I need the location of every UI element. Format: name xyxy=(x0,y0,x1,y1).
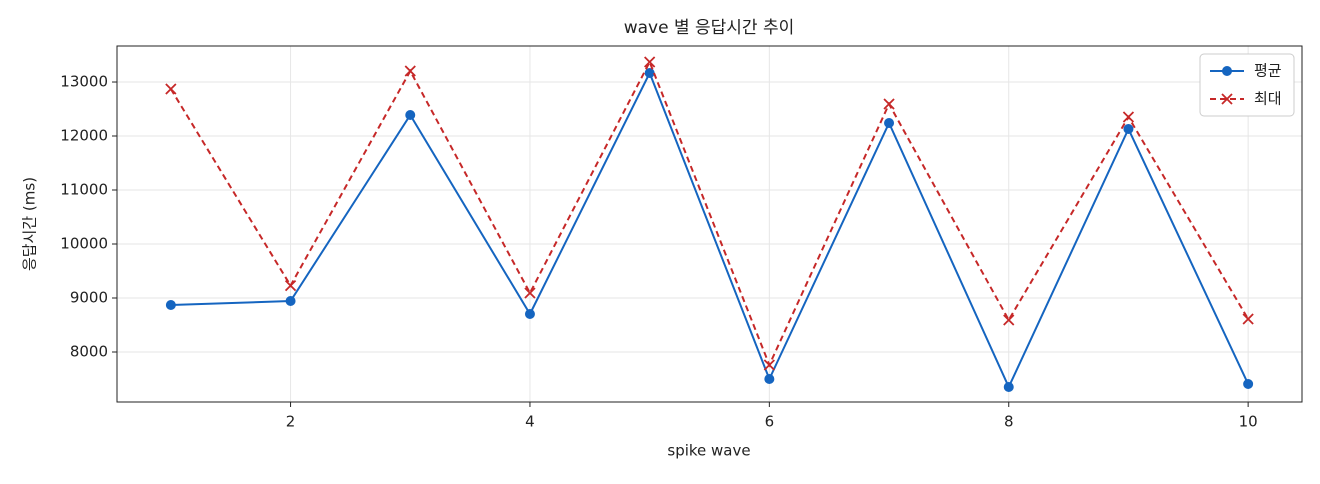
legend-label: 최대 xyxy=(1254,90,1282,108)
x-tick-label: 4 xyxy=(525,413,535,431)
data-point xyxy=(1242,313,1254,325)
data-point xyxy=(1123,123,1134,134)
y-tick-label: 9000 xyxy=(70,289,108,307)
y-tick-label: 8000 xyxy=(70,342,108,360)
data-point xyxy=(165,300,176,311)
legend-marker xyxy=(1222,66,1232,76)
x-tick-label: 8 xyxy=(1004,413,1014,431)
data-point xyxy=(1122,111,1135,123)
data-point xyxy=(1243,379,1254,390)
series-line xyxy=(170,59,1250,368)
legend-label: 평균 xyxy=(1254,62,1282,80)
x-axis-label: spike wave xyxy=(667,442,750,460)
data-point xyxy=(524,287,536,299)
data-point xyxy=(1003,314,1015,326)
data-point xyxy=(763,359,775,371)
y-tick-label: 13000 xyxy=(60,73,108,91)
data-point xyxy=(644,67,655,78)
x-tick-label: 2 xyxy=(286,413,296,431)
data-point xyxy=(404,65,416,77)
data-point xyxy=(884,117,895,128)
data-point xyxy=(405,110,416,121)
series-line xyxy=(170,70,1250,390)
data-point xyxy=(524,308,535,319)
data-point xyxy=(1003,381,1014,392)
legend-marker xyxy=(1221,93,1233,105)
data-point xyxy=(285,296,296,307)
data-point xyxy=(284,279,297,292)
plot-frame xyxy=(116,45,1303,403)
data-point xyxy=(644,56,656,68)
data-point xyxy=(165,83,177,95)
y-axis-label: 응답시간 (ms) xyxy=(21,177,39,271)
y-tick-label: 11000 xyxy=(60,181,108,199)
x-tick-label: 6 xyxy=(765,413,775,431)
y-tick-label: 10000 xyxy=(60,235,108,253)
chart-title: wave 별 응답시간 추이 xyxy=(624,18,795,38)
y-tick-label: 12000 xyxy=(60,127,108,145)
x-tick-label: 10 xyxy=(1239,413,1258,431)
data-point xyxy=(883,98,895,110)
data-point xyxy=(764,373,775,384)
